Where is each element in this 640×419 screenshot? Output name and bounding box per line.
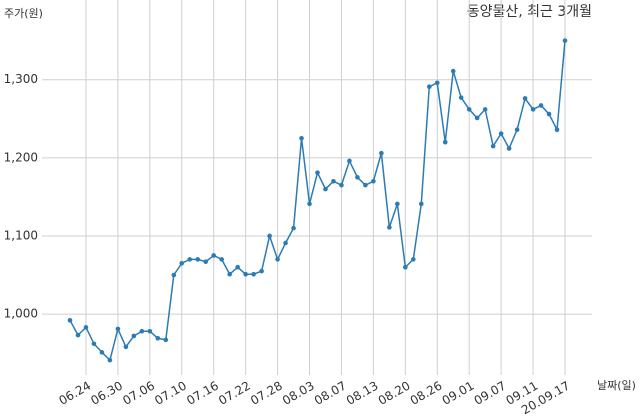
point	[411, 257, 416, 262]
point	[187, 257, 193, 262]
x-axis-label: 날짜(일)	[597, 378, 636, 392]
point	[426, 84, 432, 90]
x-tick-label: 06.30	[88, 379, 125, 408]
point	[363, 182, 368, 188]
x-tick-label: 09.01	[440, 379, 477, 408]
point	[562, 38, 568, 43]
point	[403, 264, 408, 270]
point	[490, 143, 496, 149]
point	[307, 201, 312, 207]
point	[139, 328, 145, 334]
x-tick-label: 06.24	[56, 379, 93, 408]
point	[498, 131, 504, 136]
point	[514, 127, 520, 132]
x-tick-label: 09.07	[472, 379, 509, 408]
y-tick-label: 1,200	[4, 150, 38, 164]
point	[195, 257, 201, 262]
point	[115, 326, 121, 332]
point	[267, 233, 272, 239]
point	[155, 335, 161, 341]
y-tick-label: 1,300	[4, 72, 38, 86]
point	[466, 107, 472, 112]
x-tick-label: 07.22	[216, 379, 253, 408]
point	[546, 111, 552, 117]
point	[219, 257, 224, 262]
point	[474, 115, 480, 121]
point	[131, 333, 137, 339]
y-tick-label: 1,100	[4, 228, 38, 242]
x-tick-label: 08.03	[280, 379, 317, 408]
x-tick-label: 07.10	[152, 379, 189, 408]
point	[371, 178, 376, 184]
point	[323, 186, 328, 192]
point	[442, 139, 448, 145]
chart-title: 동양물산, 최근 3개월	[467, 4, 592, 20]
point	[506, 146, 512, 151]
point	[418, 201, 424, 207]
x-tick-label: 08.26	[408, 379, 445, 408]
x-tick-label: 08.07	[312, 379, 349, 408]
point	[163, 337, 169, 343]
point	[379, 150, 384, 156]
point	[331, 178, 336, 184]
y-tick-label: 1,000	[4, 307, 38, 321]
point	[355, 175, 360, 180]
point	[203, 259, 209, 265]
x-tick-label: 07.16	[184, 379, 221, 408]
point	[235, 264, 240, 270]
point	[347, 158, 352, 164]
point	[283, 240, 288, 246]
point	[530, 107, 536, 112]
point	[450, 68, 456, 74]
x-tick-label: 08.13	[344, 379, 381, 408]
point	[123, 344, 129, 350]
point	[67, 318, 73, 323]
point	[434, 80, 440, 86]
price-line	[69, 40, 566, 362]
x-tick-label: 07.28	[248, 379, 285, 408]
point	[291, 225, 296, 231]
point	[315, 170, 320, 175]
point	[554, 127, 560, 132]
y-axis-label: 주가(원)	[4, 7, 43, 20]
point	[387, 225, 392, 230]
point	[395, 201, 400, 207]
point	[83, 325, 89, 330]
point	[171, 272, 177, 278]
point	[227, 271, 232, 277]
x-tick-label: 08.20	[376, 379, 413, 408]
point	[243, 271, 248, 277]
point	[275, 257, 280, 262]
grid	[42, 0, 592, 375]
point	[538, 103, 544, 108]
point	[482, 107, 488, 112]
point	[339, 182, 344, 188]
x-tick-label: 07.06	[120, 379, 157, 408]
point	[458, 95, 464, 100]
point	[522, 96, 528, 101]
point	[75, 332, 81, 338]
point	[91, 341, 97, 347]
point	[147, 328, 153, 334]
point	[179, 260, 185, 266]
point	[251, 271, 256, 277]
point	[299, 135, 304, 141]
point	[107, 357, 113, 363]
point	[259, 268, 264, 274]
point	[99, 350, 105, 355]
point	[211, 253, 217, 258]
